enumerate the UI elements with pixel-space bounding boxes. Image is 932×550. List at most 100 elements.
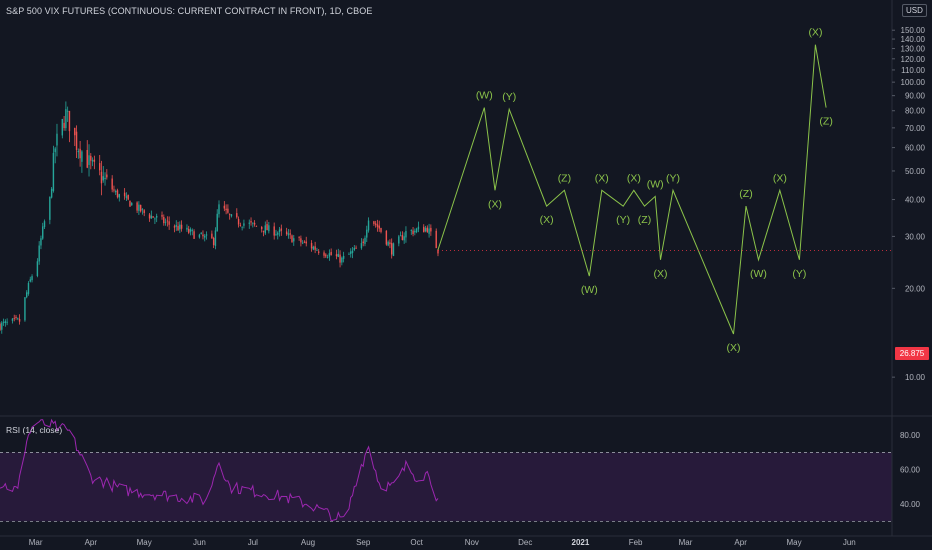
candle: [205, 231, 208, 240]
candle-body: [364, 237, 366, 244]
candle-body: [350, 251, 352, 254]
candle-body: [360, 243, 363, 249]
candle-body: [200, 232, 202, 234]
currency-badge[interactable]: USD: [902, 4, 927, 17]
candle-body: [212, 237, 215, 246]
candle: [310, 240, 313, 252]
wave-label: (Y): [502, 91, 516, 103]
candle-body: [403, 236, 405, 241]
candle-body: [298, 237, 300, 238]
candle-body: [13, 318, 15, 319]
candle-body: [81, 151, 83, 162]
wave-label: (Z): [819, 116, 832, 128]
candle: [100, 160, 103, 196]
y-tick-label: 20.00: [905, 284, 926, 293]
candle: [410, 229, 412, 235]
candle-body: [0, 323, 1, 330]
candle-body: [310, 243, 313, 249]
candle-body: [118, 194, 121, 198]
candle-body: [205, 234, 208, 236]
candle: [81, 150, 83, 173]
candle-body: [186, 227, 188, 230]
candle-body: [428, 228, 430, 234]
candle: [148, 213, 151, 222]
candle-body: [414, 230, 416, 233]
candle-body: [223, 205, 226, 209]
candle: [15, 314, 17, 320]
candle-body: [273, 226, 275, 236]
candle-body: [342, 255, 345, 259]
candle: [252, 222, 254, 228]
candle-body: [49, 196, 51, 220]
candle-body: [373, 221, 375, 224]
candle-body: [188, 228, 190, 233]
candle: [360, 238, 363, 250]
candle: [204, 234, 206, 242]
candle-body: [68, 110, 71, 132]
candle-body: [325, 254, 327, 257]
candle: [353, 245, 356, 252]
candle-body: [15, 316, 17, 319]
candle: [40, 235, 42, 250]
candle: [123, 188, 126, 200]
candle: [154, 217, 156, 225]
candle-body: [228, 213, 231, 215]
candle-body: [43, 221, 46, 227]
candle-body: [77, 150, 80, 153]
candle: [86, 140, 88, 169]
candle: [18, 314, 21, 325]
candle: [93, 155, 96, 170]
candle: [228, 213, 231, 220]
candle: [273, 222, 275, 240]
candle-body: [287, 233, 290, 236]
candle-body: [424, 228, 427, 232]
y-tick-label: 140.00: [901, 35, 926, 44]
candle-body: [191, 229, 193, 231]
candle: [63, 115, 65, 131]
candle-body: [305, 241, 307, 244]
wave-label: (X): [595, 172, 609, 184]
candle: [243, 219, 245, 229]
candle: [414, 228, 416, 236]
wave-label: (Z): [638, 214, 651, 226]
candle: [424, 225, 427, 233]
candle-body: [111, 178, 113, 190]
candle: [141, 208, 144, 215]
candle: [43, 219, 46, 230]
wave-label: (Y): [666, 172, 680, 184]
candle-body: [362, 241, 364, 244]
candle: [49, 196, 51, 225]
candle: [131, 202, 133, 206]
candle-body: [40, 238, 42, 246]
candle-body: [106, 174, 108, 178]
candle: [348, 252, 350, 255]
candle: [268, 221, 270, 234]
candle: [212, 236, 215, 249]
candle: [362, 238, 364, 247]
candle-body: [173, 226, 176, 228]
candle-body: [314, 246, 316, 250]
candle: [52, 145, 55, 193]
y-tick-label: 70.00: [905, 124, 926, 133]
x-tick-label: Mar: [679, 538, 693, 547]
candle: [216, 209, 218, 232]
candle: [285, 227, 288, 236]
y-tick-label: 40.00: [905, 196, 926, 205]
candle: [280, 224, 283, 236]
candle: [303, 240, 306, 244]
candle-body: [277, 232, 279, 235]
candle-body: [29, 279, 31, 282]
wave-label: (Y): [616, 214, 630, 226]
candle-body: [163, 217, 165, 224]
rsi-line: [0, 418, 439, 522]
candle-body: [300, 238, 302, 243]
candle: [74, 127, 76, 147]
candle: [102, 166, 104, 183]
candle: [4, 319, 7, 327]
candle: [111, 175, 113, 193]
candle-body: [389, 242, 391, 245]
candle-body: [161, 214, 163, 217]
candle: [335, 249, 338, 260]
candle-body: [252, 222, 254, 224]
